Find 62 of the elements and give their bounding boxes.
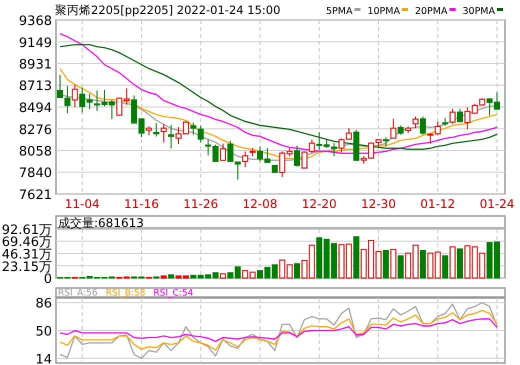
x-tick-label: 11-04 [64, 197, 100, 211]
y-tick-label: 8058 [18, 144, 52, 160]
candlestick [390, 118, 396, 139]
bar [382, 250, 389, 278]
bar [420, 250, 426, 278]
x-tick-label: 11-16 [124, 197, 159, 211]
candlestick [420, 116, 426, 136]
bar [450, 246, 456, 278]
text: RSI_A:56 [58, 288, 98, 298]
candlestick [190, 122, 196, 136]
bar [456, 248, 463, 278]
chart-title: 聚丙烯2205[pp2205] 2022-01-24 15:00 [55, 3, 280, 17]
bar [168, 274, 174, 278]
x-tick-label: 12-20 [302, 197, 337, 211]
y-tick-label: 8276 [18, 122, 52, 138]
candlestick [450, 108, 456, 124]
y-tick-label: 8931 [18, 58, 52, 73]
candlestick [160, 124, 167, 143]
y-tick-label: 0 [44, 272, 52, 287]
candlestick [294, 145, 300, 167]
y-tick-label: 14 [35, 352, 52, 365]
y-tick-label: 23.15万 [2, 260, 52, 275]
bar [294, 263, 300, 278]
candlestick [153, 122, 160, 137]
x-tick-label: 01-24 [480, 197, 514, 211]
line-series [59, 318, 498, 342]
text: RSI_C:54 [153, 288, 194, 298]
legend-label: 20PMA [414, 6, 448, 17]
y-tick-label: 8713 [18, 79, 52, 94]
candlestick [72, 84, 78, 108]
x-tick-label: 11-26 [183, 197, 218, 211]
y-tick-label: 7840 [18, 166, 52, 182]
candlestick [398, 124, 404, 136]
y-tick-label: 7621 [18, 188, 52, 203]
legend-label: 5PMA [326, 6, 353, 17]
bar [390, 248, 396, 278]
bar [398, 255, 404, 278]
y-tick-label: 46.31万 [2, 247, 52, 262]
bar [353, 236, 360, 278]
line-series [59, 302, 498, 359]
legend-label: 30PMA [462, 6, 496, 17]
text: RSI_B:58 [106, 288, 146, 298]
y-tick-label: 50 [35, 324, 52, 340]
chart-title: 成交量:681613 [58, 216, 144, 230]
bar [220, 273, 226, 278]
candlestick [220, 143, 226, 161]
y-tick-label: 86 [35, 296, 52, 312]
bar [160, 275, 167, 278]
bar [442, 255, 448, 278]
candlestick [198, 125, 204, 143]
candlestick [242, 150, 248, 168]
x-tick-label: 01-12 [420, 197, 456, 211]
candlestick [412, 116, 419, 129]
y-tick-label: 9149 [18, 36, 52, 51]
candlestick [456, 108, 463, 123]
legend-label: 10PMA [367, 6, 400, 17]
line-series [59, 310, 498, 350]
candlestick [168, 124, 174, 149]
y-tick-label: 9368 [18, 14, 52, 29]
x-tick-label: 12-30 [361, 197, 396, 211]
y-tick-label: 8494 [18, 101, 52, 116]
x-tick-label: 12-08 [242, 197, 278, 211]
